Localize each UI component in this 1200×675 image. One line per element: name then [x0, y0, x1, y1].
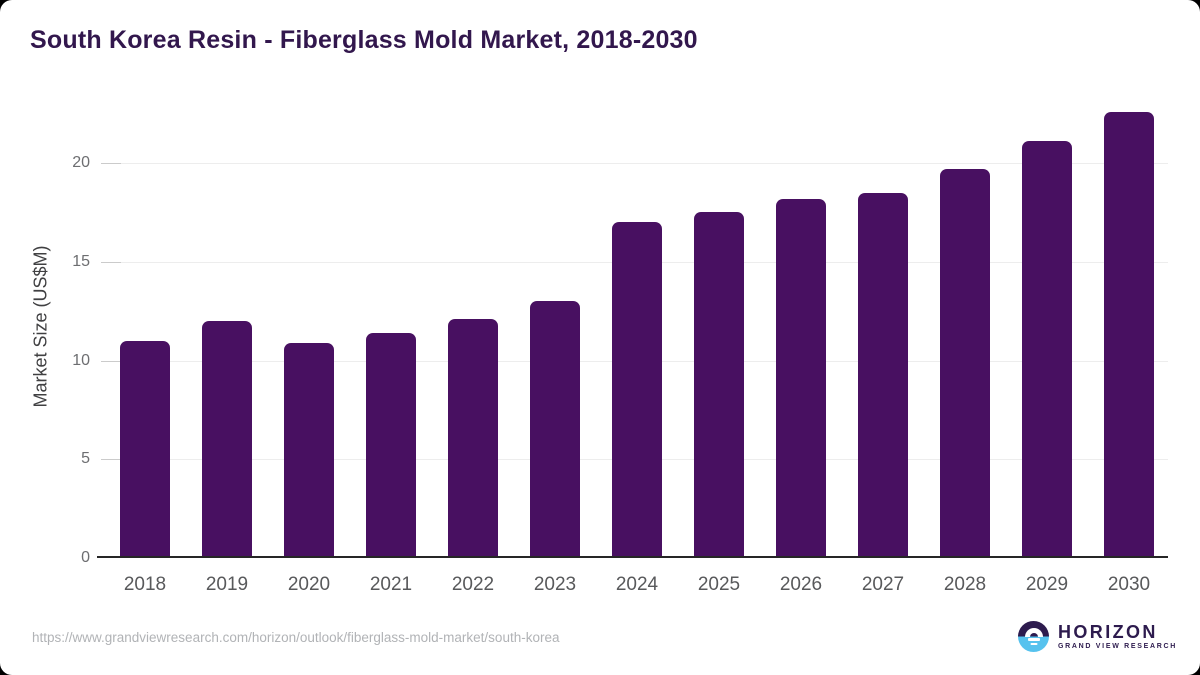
- bar-2028: [940, 168, 990, 558]
- logo-text: HORIZON GRAND VIEW RESEARCH: [1058, 623, 1177, 650]
- logo-name: HORIZON: [1058, 622, 1158, 642]
- x-axis-label: 2019: [205, 574, 249, 595]
- bar-2029: [1022, 141, 1072, 558]
- y-tick-label: 5: [81, 450, 90, 468]
- y-axis-tick: [101, 360, 121, 362]
- y-axis-tick: [101, 261, 121, 263]
- logo-tagline: GRAND VIEW RESEARCH: [1058, 643, 1178, 650]
- x-axis-label: 2030: [1107, 574, 1151, 595]
- x-axis-label: 2018: [123, 574, 167, 595]
- y-axis-tick: [101, 163, 121, 164]
- chart-title: South Korea Resin - Fiberglass Mold Mark…: [30, 26, 698, 54]
- x-axis-label: 2029: [1025, 574, 1069, 595]
- water-reflection-icon: [1030, 642, 1037, 645]
- y-tick-label: 0: [81, 549, 90, 566]
- sun-arch-icon: [1024, 627, 1043, 637]
- bar-2019: [202, 321, 252, 558]
- x-axis-label: 2024: [615, 574, 659, 595]
- source-url: https://www.grandviewresearch.com/horizo…: [32, 630, 560, 645]
- x-axis-label: 2027: [861, 574, 905, 595]
- horizon-logo-icon: [1018, 621, 1049, 652]
- bar-2021: [366, 332, 416, 558]
- gridline: [101, 163, 1168, 164]
- y-tick-label: 15: [72, 252, 90, 270]
- y-tick-label: 20: [72, 154, 90, 171]
- x-axis-label: 2025: [697, 574, 741, 595]
- bar-2023: [530, 301, 580, 558]
- bar-2027: [858, 192, 908, 558]
- x-axis-label: 2026: [779, 574, 823, 595]
- bar-2018: [120, 340, 170, 558]
- x-axis-label: 2020: [287, 574, 331, 595]
- horizon-logo: HORIZON GRAND VIEW RESEARCH: [1018, 621, 1177, 652]
- x-axis-label: 2028: [943, 574, 987, 595]
- y-tick-label: 10: [72, 351, 90, 369]
- x-axis-label: 2022: [451, 574, 495, 595]
- x-axis-line: [97, 556, 1168, 558]
- bar-2025: [694, 212, 744, 558]
- bar-2026: [776, 198, 826, 558]
- x-axis-label: 2021: [369, 574, 413, 595]
- bar-2030: [1104, 111, 1154, 558]
- bar-2024: [612, 222, 662, 558]
- bar-2020: [284, 342, 334, 558]
- x-axis-label: 2023: [533, 574, 577, 595]
- y-axis-tick: [101, 459, 121, 461]
- water-reflection-icon: [1027, 638, 1040, 641]
- bar-2022: [448, 319, 498, 558]
